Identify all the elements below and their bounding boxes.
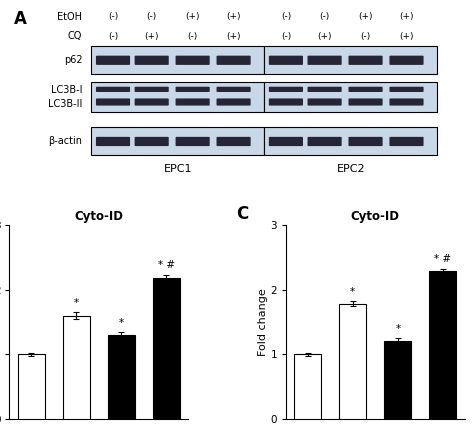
Bar [108, 335, 135, 419]
Text: (-): (-) [360, 32, 371, 41]
FancyBboxPatch shape [308, 87, 342, 92]
FancyBboxPatch shape [308, 98, 342, 106]
Bar [91, 82, 264, 113]
Bar [264, 46, 437, 74]
FancyBboxPatch shape [217, 98, 251, 106]
FancyBboxPatch shape [96, 56, 130, 65]
FancyBboxPatch shape [96, 98, 130, 106]
Text: (+): (+) [145, 32, 159, 41]
Text: *: * [350, 287, 356, 297]
Text: p62: p62 [64, 55, 82, 65]
Text: (+): (+) [399, 32, 414, 41]
Text: (-): (-) [146, 12, 157, 21]
Title: Cyto-ID: Cyto-ID [351, 211, 400, 223]
Text: (+): (+) [185, 12, 200, 21]
Text: (-): (-) [281, 32, 291, 41]
FancyBboxPatch shape [175, 98, 210, 106]
FancyBboxPatch shape [308, 137, 342, 146]
FancyBboxPatch shape [96, 87, 130, 92]
Text: LC3B-II: LC3B-II [48, 99, 82, 109]
Bar [384, 342, 411, 419]
Bar [429, 271, 456, 419]
Text: (-): (-) [108, 12, 118, 21]
FancyBboxPatch shape [348, 137, 383, 146]
Text: (-): (-) [281, 12, 291, 21]
FancyBboxPatch shape [217, 56, 251, 65]
Text: (-): (-) [319, 12, 330, 21]
Text: C: C [236, 205, 248, 223]
Text: (+): (+) [358, 12, 373, 21]
FancyBboxPatch shape [135, 87, 169, 92]
Text: *: * [118, 318, 124, 328]
Bar [63, 315, 90, 419]
Text: CQ: CQ [68, 31, 82, 41]
FancyBboxPatch shape [390, 87, 424, 92]
FancyBboxPatch shape [96, 137, 130, 146]
FancyBboxPatch shape [348, 98, 383, 106]
Bar [339, 304, 366, 419]
Text: LC3B-I: LC3B-I [51, 85, 82, 95]
FancyBboxPatch shape [217, 87, 251, 92]
Bar [264, 82, 437, 113]
Text: *: * [73, 298, 79, 308]
Y-axis label: Fold change: Fold change [258, 288, 268, 356]
FancyBboxPatch shape [390, 56, 424, 65]
FancyBboxPatch shape [135, 137, 169, 146]
FancyBboxPatch shape [269, 56, 303, 65]
Bar [294, 354, 321, 419]
Text: β-actin: β-actin [48, 136, 82, 146]
FancyBboxPatch shape [390, 98, 424, 106]
Text: (+): (+) [318, 32, 332, 41]
Text: *: * [395, 324, 401, 334]
FancyBboxPatch shape [390, 137, 424, 146]
Text: EPC1: EPC1 [164, 164, 192, 175]
Text: (-): (-) [108, 32, 118, 41]
FancyBboxPatch shape [175, 137, 210, 146]
Text: (+): (+) [227, 32, 241, 41]
FancyBboxPatch shape [308, 56, 342, 65]
Text: (+): (+) [399, 12, 414, 21]
Text: (-): (-) [188, 32, 198, 41]
FancyBboxPatch shape [135, 56, 169, 65]
FancyBboxPatch shape [175, 87, 210, 92]
Bar [91, 127, 264, 155]
FancyBboxPatch shape [175, 56, 210, 65]
Bar [264, 127, 437, 155]
Bar [153, 278, 180, 419]
Text: * #: * # [158, 260, 175, 270]
FancyBboxPatch shape [269, 137, 303, 146]
Bar [18, 354, 45, 419]
Text: EtOH: EtOH [57, 12, 82, 22]
FancyBboxPatch shape [135, 98, 169, 106]
Title: Cyto-ID: Cyto-ID [74, 211, 123, 223]
FancyBboxPatch shape [269, 98, 303, 106]
Text: EPC2: EPC2 [337, 164, 365, 175]
FancyBboxPatch shape [217, 137, 251, 146]
FancyBboxPatch shape [348, 56, 383, 65]
FancyBboxPatch shape [348, 87, 383, 92]
Text: A: A [14, 10, 27, 28]
FancyBboxPatch shape [269, 87, 303, 92]
Text: (+): (+) [227, 12, 241, 21]
Bar [91, 46, 264, 74]
Text: * #: * # [434, 254, 451, 264]
